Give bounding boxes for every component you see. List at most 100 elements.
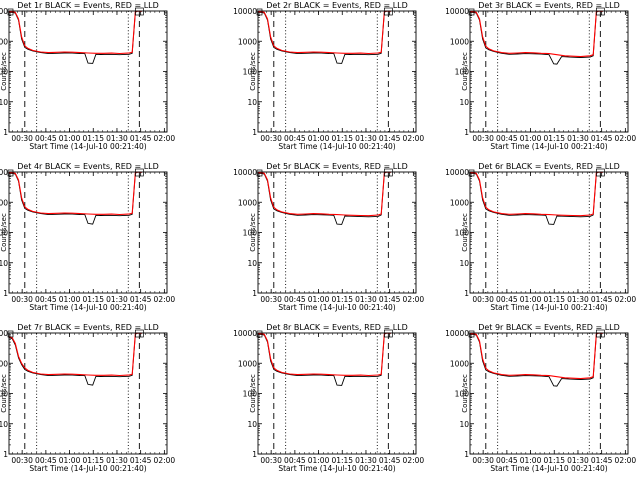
y-axis-label: Counts/sec <box>249 213 257 252</box>
x-tick-label: 00:30 <box>472 456 494 465</box>
series-events-line <box>258 332 391 386</box>
x-tick-label: 01:15 <box>331 295 353 304</box>
y-axis-label: Counts/sec <box>0 52 8 91</box>
y-axis-label: Counts/sec <box>249 374 257 413</box>
plot-frame <box>257 171 417 294</box>
x-tick-label: 00:45 <box>35 456 57 465</box>
x-tick-label: 01:30 <box>106 456 128 465</box>
x-tick-label: 00:45 <box>284 134 306 143</box>
y-tick-label: 10000 <box>233 329 257 338</box>
x-tick-label: 01:15 <box>82 134 104 143</box>
x-tick-label: 01:45 <box>379 134 401 143</box>
panel-title: Det 9r BLACK = Events, RED = LLD <box>478 323 620 332</box>
series-events-line <box>9 10 142 64</box>
y-tick-label: 1000 <box>0 37 8 46</box>
series-lld-line <box>470 10 603 58</box>
y-tick-label: 1000 <box>238 37 257 46</box>
y-tick-label: 100 <box>243 229 258 238</box>
plot-frame <box>469 10 629 133</box>
x-tick-label: 02:00 <box>154 134 176 143</box>
x-tick-label: 01:15 <box>543 295 565 304</box>
panel-det-2r: Det 2r BLACK = Events, RED = LLD Counts/s… <box>233 1 424 151</box>
y-tick-label: 10000 <box>445 7 469 16</box>
x-tick-label: 01:30 <box>106 134 128 143</box>
panel-det-4r: Det 4r BLACK = Events, RED = LLD Counts/s… <box>0 162 175 312</box>
x-tick-label: 00:30 <box>260 456 282 465</box>
y-tick-label: 100 <box>0 390 8 399</box>
y-axis-label: Counts/sec <box>461 52 469 91</box>
x-tick-label: 00:45 <box>496 456 518 465</box>
plot-frame <box>257 10 417 133</box>
y-tick-label: 10000 <box>445 168 469 177</box>
series-events-line <box>8 332 142 386</box>
x-tick-label: 00:30 <box>260 134 282 143</box>
panel-title: Det 4r BLACK = Events, RED = LLD <box>17 162 159 171</box>
x-tick-label: 01:30 <box>567 295 589 304</box>
y-tick-label: 1000 <box>450 359 469 368</box>
x-tick-label: 01:45 <box>379 295 401 304</box>
y-tick-label: 100 <box>0 229 8 238</box>
x-tick-label: 02:00 <box>615 456 637 465</box>
x-axis-label: Start Time (14-Jul-10 00:21:40) <box>278 464 395 473</box>
y-tick-label: 1 <box>3 128 8 137</box>
top-right-marker-box <box>135 329 144 338</box>
x-tick-label: 01:30 <box>567 134 589 143</box>
y-tick-label: 1000 <box>450 37 469 46</box>
series-lld-line <box>9 171 142 216</box>
x-axis-label: Start Time (14-Jul-10 00:21:40) <box>490 303 607 312</box>
series-lld-line <box>9 10 142 55</box>
series-events-line <box>258 10 391 64</box>
x-tick-label: 01:00 <box>520 295 542 304</box>
x-tick-label: 01:00 <box>308 295 330 304</box>
x-tick-label: 01:15 <box>543 456 565 465</box>
x-tick-label: 01:45 <box>130 295 152 304</box>
x-tick-label: 02:00 <box>403 134 425 143</box>
x-axis-label: Start Time (14-Jul-10 00:21:40) <box>490 142 607 151</box>
series-events-line <box>470 171 603 225</box>
y-tick-label: 1 <box>3 289 8 298</box>
y-axis-label: Counts/sec <box>461 374 469 413</box>
panel-title: Det 1r BLACK = Events, RED = LLD <box>17 1 159 10</box>
y-tick-label: 100 <box>0 68 8 77</box>
y-tick-label: 100 <box>243 68 258 77</box>
x-tick-label: 01:30 <box>567 456 589 465</box>
x-tick-label: 00:45 <box>496 134 518 143</box>
series-lld-line <box>258 171 391 217</box>
top-right-marker-box <box>384 168 393 177</box>
top-right-marker-box <box>595 168 605 177</box>
top-left-marker-box <box>256 8 263 16</box>
x-tick-label: 01:45 <box>591 456 613 465</box>
y-axis-label: Counts/sec <box>0 213 8 252</box>
x-tick-label: 01:45 <box>591 134 613 143</box>
x-tick-label: 01:00 <box>59 295 81 304</box>
top-left-marker-box <box>7 169 14 177</box>
y-tick-label: 1 <box>252 128 257 137</box>
x-tick-label: 01:15 <box>331 134 353 143</box>
panel-det-1r: Det 1r BLACK = Events, RED = LLD Counts/s… <box>0 1 175 151</box>
x-tick-label: 00:30 <box>11 134 33 143</box>
y-tick-label: 10 <box>247 98 257 107</box>
plot-frame <box>257 332 417 455</box>
x-tick-label: 00:45 <box>284 295 306 304</box>
x-tick-label: 00:30 <box>472 134 494 143</box>
y-tick-label: 1000 <box>238 359 257 368</box>
y-tick-label: 1 <box>464 450 469 459</box>
x-tick-label: 01:15 <box>82 456 104 465</box>
y-tick-label: 10 <box>247 259 257 268</box>
x-axis-label: Start Time (14-Jul-10 00:21:40) <box>29 464 146 473</box>
x-tick-label: 01:30 <box>355 295 377 304</box>
top-right-marker-box <box>384 329 393 338</box>
y-tick-label: 1 <box>464 289 469 298</box>
y-tick-label: 10000 <box>445 329 469 338</box>
y-tick-label: 1000 <box>0 198 8 207</box>
plot-frame <box>8 10 168 133</box>
x-axis-label: Start Time (14-Jul-10 00:21:40) <box>29 303 146 312</box>
x-axis-label: Start Time (14-Jul-10 00:21:40) <box>29 142 146 151</box>
y-tick-label: 10000 <box>0 168 8 177</box>
y-axis-label: Counts/sec <box>461 213 469 252</box>
plot-frame <box>469 332 629 455</box>
x-axis-label: Start Time (14-Jul-10 00:21:40) <box>278 303 395 312</box>
x-tick-label: 01:45 <box>379 456 401 465</box>
panel-det-7r: Det 7r BLACK = Events, RED = LLD Counts/s… <box>0 323 175 473</box>
